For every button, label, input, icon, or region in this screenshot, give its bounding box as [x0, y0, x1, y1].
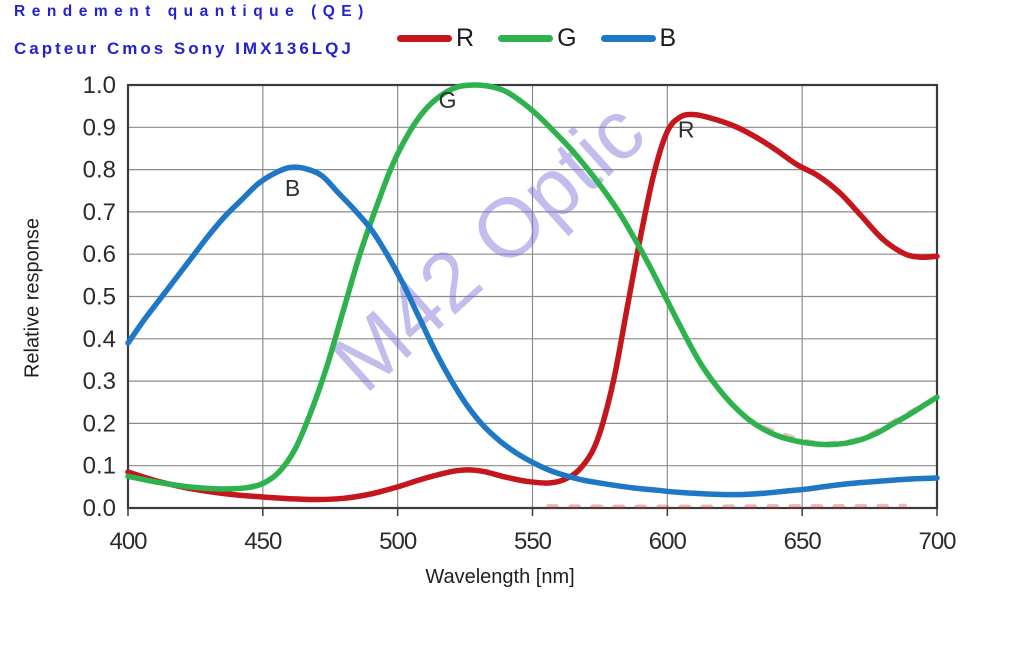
- x-tick-label: 700: [918, 528, 956, 555]
- x-tick-label: 450: [244, 528, 282, 555]
- y-tick-label: 0.9: [83, 114, 116, 141]
- annotation-layer: B G R 400 450 500 550 600 650 700 0.0 0.1 0.2 0.3 0.4 0…: [83, 72, 958, 555]
- legend-item-g: G: [498, 23, 577, 52]
- y-tick-label: 0.8: [83, 157, 116, 184]
- watermark-text: M42 Optic: [314, 83, 661, 409]
- page-title: Rendement quantique (QE): [14, 3, 370, 20]
- y-tick-label: 0.1: [83, 453, 116, 480]
- b-series-swatch: [600, 34, 656, 42]
- y-tick-label: 0.7: [83, 199, 116, 226]
- x-tick-label: 550: [514, 528, 552, 555]
- legend-label-g: G: [557, 23, 577, 52]
- y-tick-label: 0.2: [83, 410, 116, 437]
- x-tick-label: 650: [784, 528, 822, 555]
- plot-border: [126, 83, 939, 510]
- series-r-curve: [125, 111, 940, 503]
- y-tick-label: 1.0: [83, 72, 116, 99]
- y-tick-label: 0.0: [83, 495, 116, 522]
- r-series-swatch: [397, 34, 452, 42]
- y-tick-label: 0.3: [83, 368, 116, 395]
- g-series-swatch: [498, 34, 554, 42]
- curve-label-r: R: [678, 116, 695, 142]
- series-g-curve: [125, 82, 940, 492]
- x-tick-label: 600: [649, 528, 687, 555]
- y-tick-label: 0.6: [83, 241, 116, 268]
- legend-item-b: B: [600, 23, 677, 52]
- page-subtitle: Capteur Cmos Sony IMX136LQJ: [14, 39, 354, 58]
- legend-label-b: B: [659, 23, 677, 52]
- legend-item-r: R: [397, 23, 475, 52]
- artifact-dashed-line: [546, 503, 907, 510]
- x-tick-label: 400: [109, 528, 147, 555]
- grid-layer: [126, 83, 939, 516]
- series-layer: [125, 82, 940, 503]
- x-tick-label: 500: [379, 528, 417, 555]
- curve-label-b: B: [285, 175, 300, 201]
- y-tick-label: 0.4: [83, 326, 116, 353]
- y-tick-label: 0.5: [83, 284, 116, 311]
- legend-label-r: R: [456, 23, 475, 52]
- curve-label-g: G: [439, 87, 457, 113]
- x-axis-title: Wavelength [nm]: [425, 566, 575, 588]
- series-b-curve: [125, 164, 940, 498]
